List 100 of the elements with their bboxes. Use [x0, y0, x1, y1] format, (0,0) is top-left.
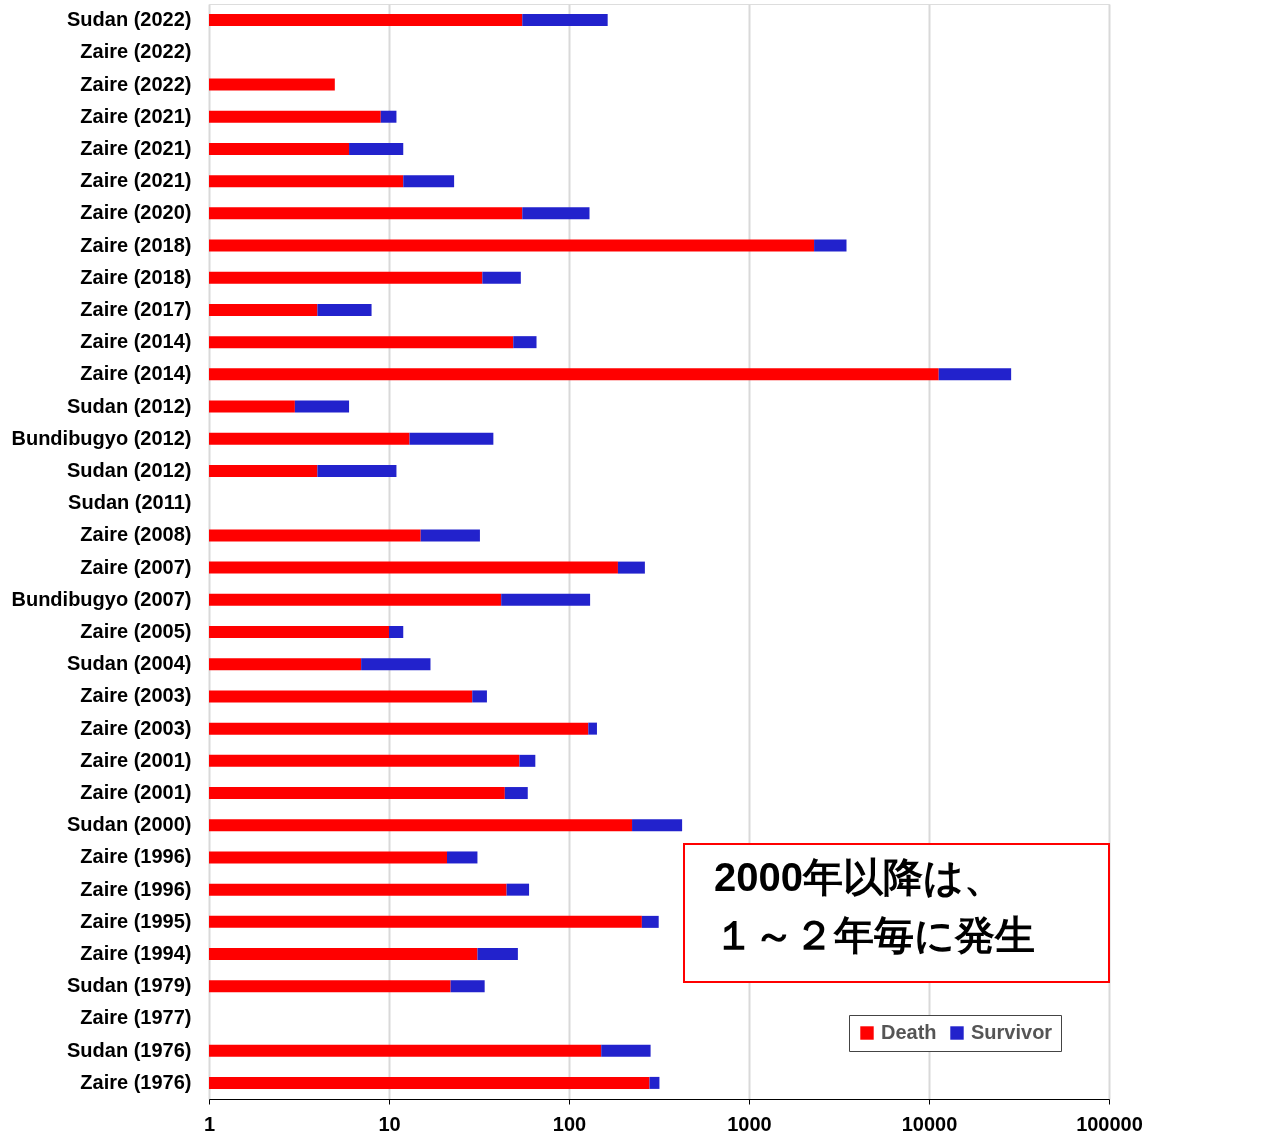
legend-label: Survivor — [971, 1021, 1053, 1043]
bar — [209, 787, 505, 800]
y-tick-label: Zaire (2003) — [80, 684, 192, 707]
y-tick-label: Zaire (2021) — [80, 104, 192, 127]
y-tick-label: Zaire (1994) — [80, 942, 192, 965]
bar — [209, 175, 404, 188]
bar — [209, 626, 389, 639]
x-tick-label: 10 — [378, 1112, 401, 1135]
bar — [938, 368, 1012, 381]
y-tick-label: Sudan (1976) — [67, 1038, 192, 1061]
bar — [617, 561, 645, 574]
y-tick-label: Zaire (2018) — [80, 265, 192, 288]
bar — [209, 948, 478, 961]
y-tick-label: Zaire (2001) — [80, 748, 192, 771]
y-tick-label: Zaire (2014) — [80, 330, 192, 353]
y-tick-label: Zaire (2017) — [80, 297, 192, 320]
bar — [317, 303, 372, 316]
y-tick-label: Zaire (2003) — [80, 716, 192, 739]
bar — [209, 303, 318, 316]
y-tick-label: Zaire (1996) — [80, 845, 192, 868]
bar — [506, 883, 530, 896]
bar — [209, 754, 520, 767]
y-tick-label: Sudan (2011) — [68, 491, 192, 514]
bar — [477, 948, 518, 961]
y-tick-label: Zaire (1976) — [80, 1070, 192, 1093]
bar — [209, 239, 815, 252]
y-tick-label: Sudan (2004) — [67, 652, 192, 675]
bar — [209, 819, 633, 832]
bar — [209, 78, 335, 91]
bar — [389, 626, 404, 639]
bar — [504, 787, 528, 800]
bar — [209, 722, 589, 735]
y-tick-label: Zaire (1977) — [80, 1006, 192, 1029]
bar — [209, 593, 502, 606]
bar — [403, 175, 455, 188]
annotation: １～２年毎に発生 — [714, 913, 1035, 957]
bar — [472, 690, 487, 703]
bar — [209, 14, 523, 27]
y-tick-label: Zaire (2021) — [80, 136, 192, 159]
bar — [209, 529, 421, 542]
x-tick-label: 10000 — [901, 1112, 958, 1135]
bar — [519, 754, 536, 767]
bar — [450, 980, 485, 993]
bar — [209, 1044, 602, 1057]
y-tick-label: Zaire (2022) — [80, 40, 192, 63]
bar — [522, 14, 608, 27]
bar — [209, 336, 514, 349]
bar — [522, 207, 590, 220]
y-tick-label: Zaire (1996) — [80, 877, 192, 900]
bar — [501, 593, 591, 606]
bar — [641, 915, 659, 928]
y-tick-label: Zaire (2007) — [80, 555, 192, 578]
bar — [209, 883, 507, 896]
bar — [209, 851, 447, 864]
bar — [209, 561, 618, 574]
annotation: 2000年以降は、 — [714, 855, 1004, 899]
bar — [209, 464, 318, 477]
y-tick-label: Sudan (1979) — [67, 974, 192, 997]
bar — [482, 271, 521, 284]
bar — [409, 432, 494, 445]
bar — [380, 110, 397, 123]
bar — [209, 142, 350, 155]
y-tick-label: Zaire (2021) — [80, 169, 192, 192]
x-tick-label: 1 — [203, 1112, 216, 1135]
bar — [649, 1076, 660, 1089]
y-tick-label: Zaire (2018) — [80, 233, 192, 256]
bar — [814, 239, 847, 252]
bar — [209, 207, 523, 220]
bar — [209, 690, 473, 703]
bar — [420, 529, 480, 542]
y-tick-label: Zaire (2001) — [80, 781, 192, 804]
bar — [361, 658, 431, 671]
bar — [632, 819, 683, 832]
bar — [209, 271, 483, 284]
y-tick-label: Zaire (2008) — [80, 523, 192, 546]
y-tick-label: Zaire (2022) — [80, 72, 192, 95]
bar — [209, 110, 381, 123]
x-tick-label: 1000 — [727, 1112, 772, 1135]
x-tick-label: 100 — [552, 1112, 587, 1135]
y-tick-label: Zaire (2005) — [80, 620, 192, 643]
bar — [209, 400, 295, 413]
y-tick-label: Zaire (2014) — [80, 362, 192, 385]
bar — [588, 722, 597, 735]
bar — [349, 142, 404, 155]
y-tick-label: Bundibugyo (2012) — [11, 426, 192, 449]
bar — [209, 368, 939, 381]
bar — [447, 851, 478, 864]
bar — [209, 980, 451, 993]
y-tick-label: Sudan (2022) — [67, 8, 192, 31]
bar — [209, 658, 362, 671]
y-tick-label: Zaire (1995) — [80, 909, 192, 932]
bar — [294, 400, 350, 413]
bar — [317, 464, 397, 477]
bar — [209, 432, 410, 445]
x-tick-label: 100000 — [1076, 1112, 1143, 1135]
bar — [601, 1044, 651, 1057]
y-tick-label: Zaire (2020) — [80, 201, 192, 224]
y-tick-label: Bundibugyo (2007) — [11, 587, 192, 610]
legend-label: Death — [881, 1021, 937, 1043]
bar — [513, 336, 537, 349]
